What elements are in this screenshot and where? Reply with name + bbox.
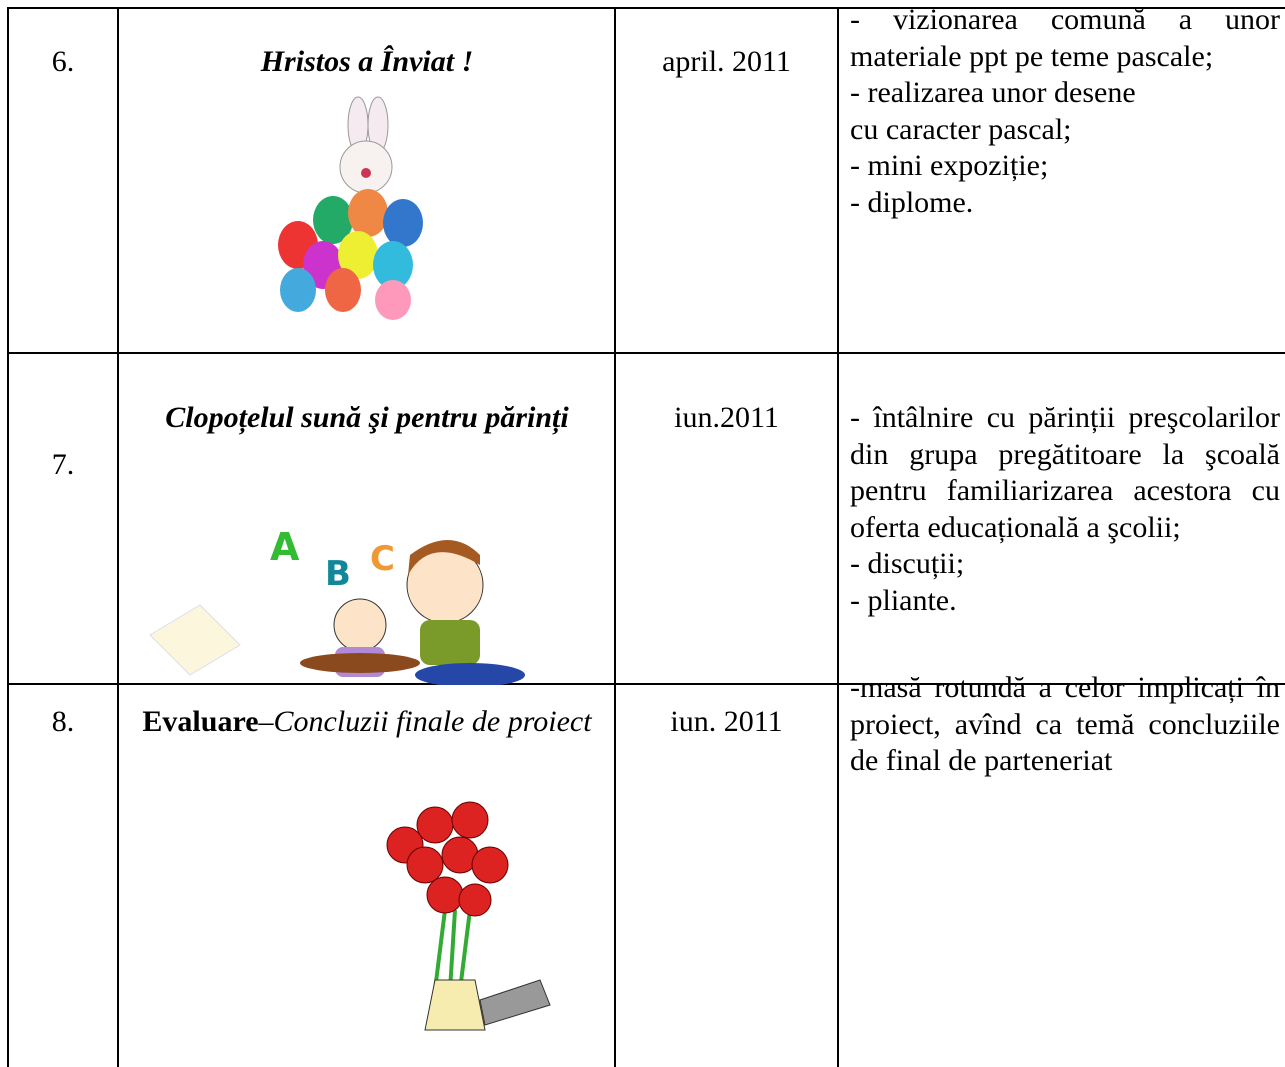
row-date: iun.2011 [674, 401, 779, 434]
activity: - vizionarea comună a unor materiale ppt… [850, 3, 1280, 73]
activities: - întâlnire cu părinții preşcolarilor di… [850, 400, 1280, 620]
border [7, 683, 1285, 685]
activities: - vizionarea comună a unor materiale ppt… [850, 2, 1280, 222]
title-italic: –Concluzii finale de proiect [258, 705, 592, 738]
activity: - întâlnire cu părinții preşcolarilor di… [850, 401, 1280, 544]
border [7, 7, 1285, 9]
letter: A [270, 525, 300, 569]
easter-illustration [278, 96, 423, 320]
title-bold: Evaluare [142, 705, 259, 738]
border [7, 7, 9, 1067]
letter: C [370, 539, 395, 579]
school-illustration: A B C [149, 525, 525, 685]
row-title: Evaluare–Concluzii finale de proiect [130, 704, 604, 741]
activity: cu caracter pascal; [850, 112, 1072, 146]
border [7, 352, 1285, 354]
activity: - realizarea unor desene [850, 76, 1136, 110]
row-number: 8. [51, 705, 75, 738]
row-title: Clopoțelul sună şi pentru părinți [165, 401, 569, 434]
activities: -masă rotundă a celor implicați în proie… [850, 670, 1280, 780]
border [837, 7, 839, 1067]
row-date: iun. 2011 [670, 705, 783, 738]
border [614, 7, 616, 1067]
activity: - mini expoziție; [850, 149, 1049, 183]
border [117, 7, 119, 1067]
row-number: 7. [51, 448, 75, 481]
activity: - diplome. [850, 185, 974, 219]
roses-illustration [386, 801, 551, 1031]
activity: -masă rotundă a celor implicați în proie… [850, 671, 1280, 778]
row-number: 6. [51, 45, 75, 78]
row-title: Hristos a Înviat ! [260, 45, 474, 78]
letter: B [325, 554, 351, 594]
activity: - discuții; [850, 547, 965, 581]
row-date: april. 2011 [662, 45, 791, 78]
activity: - pliante. [850, 583, 957, 617]
